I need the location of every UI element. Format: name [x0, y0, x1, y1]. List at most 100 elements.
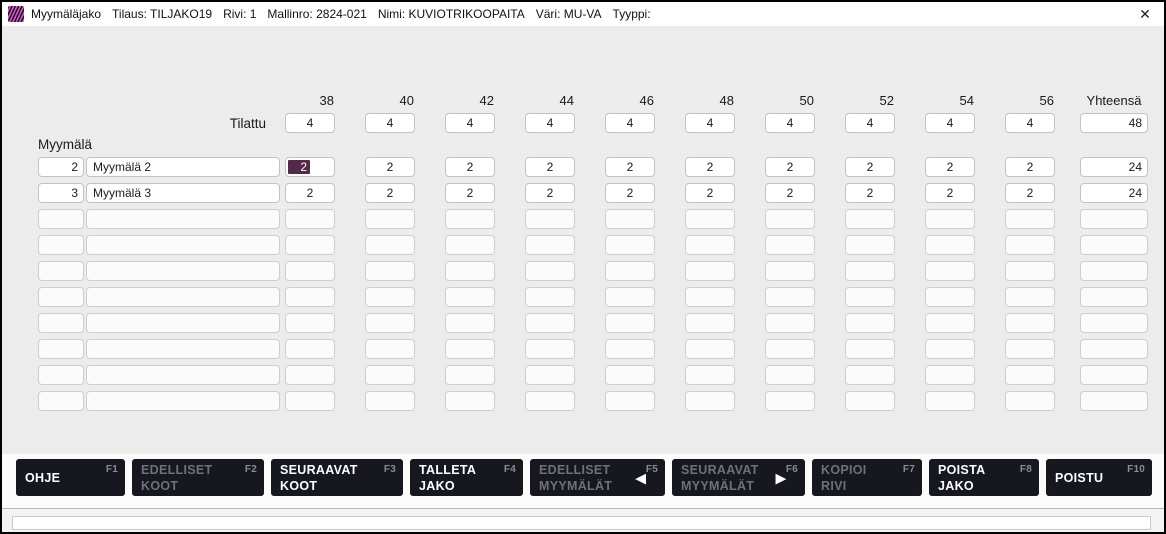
fkey-label: F8 — [1019, 464, 1032, 475]
qty-cell[interactable]: 2 — [685, 183, 735, 203]
qty-cell — [845, 209, 895, 229]
qty-cell — [845, 313, 895, 333]
close-icon[interactable]: ✕ — [1139, 5, 1151, 22]
qty-cell — [845, 339, 895, 359]
qty-cell — [925, 365, 975, 385]
table-row-empty — [38, 287, 1164, 307]
qty-cell — [285, 261, 335, 281]
qty-cell — [1005, 287, 1055, 307]
qty-cell — [925, 261, 975, 281]
size-header-54: 54 — [959, 92, 974, 108]
qty-cell — [1005, 261, 1055, 281]
ordered-qty-field-54[interactable]: 4 — [925, 113, 975, 133]
ordered-qty-field-56[interactable]: 4 — [1005, 113, 1055, 133]
ordered-qty-field-50[interactable]: 4 — [765, 113, 815, 133]
qty-cell — [925, 339, 975, 359]
qty-cell[interactable]: 2 — [925, 157, 975, 177]
qty-cell[interactable]: 2 — [845, 157, 895, 177]
ordered-qty-field-46[interactable]: 4 — [605, 113, 655, 133]
qty-cell[interactable]: 2 — [605, 157, 655, 177]
ordered-qty-field-52[interactable]: 4 — [845, 113, 895, 133]
qty-cell — [285, 365, 335, 385]
size-header-52: 52 — [879, 92, 894, 108]
qty-cell[interactable]: 2 — [1005, 157, 1055, 177]
app-logo-icon — [8, 6, 24, 22]
qty-cell — [365, 313, 415, 333]
qty-cell[interactable]: 2 — [445, 157, 495, 177]
size-header-48: 48 — [719, 92, 734, 108]
qty-cell — [845, 391, 895, 411]
qty-cell[interactable]: 2 — [445, 183, 495, 203]
qty-cell — [685, 209, 735, 229]
qty-cell[interactable]: 2 — [365, 157, 415, 177]
qty-cell — [925, 313, 975, 333]
store-number-field — [38, 209, 84, 229]
qty-cell — [1005, 313, 1055, 333]
ohje-button[interactable]: OHJE F1 — [16, 459, 125, 496]
seuraavat-koot-button[interactable]: SEURAAVAT KOOT F3 — [271, 459, 403, 496]
qty-cell — [445, 235, 495, 255]
qty-cell[interactable]: 2 — [605, 183, 655, 203]
edelliset-koot-label: EDELLISET KOOT — [141, 462, 213, 493]
ordered-total-field[interactable]: 48 — [1080, 113, 1148, 133]
qty-cell[interactable]: 2 — [285, 157, 335, 177]
qty-cell[interactable]: 2 — [525, 157, 575, 177]
row-total-field[interactable]: 24 — [1080, 183, 1148, 203]
qty-cell[interactable]: 2 — [525, 183, 575, 203]
store-name-field — [86, 313, 280, 333]
qty-cell[interactable]: 2 — [765, 157, 815, 177]
edelliset-myymalat-label: EDELLISET MYYMÄLÄT — [539, 462, 613, 493]
size-header-56: 56 — [1039, 92, 1054, 108]
qty-cell[interactable]: 2 — [1005, 183, 1055, 203]
ordered-qty-field-40[interactable]: 4 — [365, 113, 415, 133]
row-total-field — [1080, 391, 1148, 411]
fkey-label: F5 — [645, 464, 658, 475]
poista-jako-button[interactable]: POISTA JAKO F8 — [929, 459, 1039, 496]
store-name-field[interactable]: Myymälä 2 — [86, 157, 280, 177]
qty-cell — [1005, 391, 1055, 411]
qty-cell — [605, 287, 655, 307]
table-row-empty — [38, 313, 1164, 333]
size-header-38: 38 — [319, 92, 334, 108]
title-bar: Myymäläjako Tilaus: TILJAKO19 Rivi: 1 Malli… — [2, 2, 1164, 26]
qty-cell — [685, 313, 735, 333]
qty-cell[interactable]: 2 — [845, 183, 895, 203]
qty-cell — [285, 287, 335, 307]
size-header-46: 46 — [639, 92, 654, 108]
qty-cell[interactable]: 2 — [685, 157, 735, 177]
store-number-field — [38, 287, 84, 307]
qty-cell[interactable]: 2 — [365, 183, 415, 203]
qty-cell — [525, 261, 575, 281]
qty-cell[interactable]: 2 — [285, 183, 335, 203]
row-total-field — [1080, 365, 1148, 385]
qty-cell[interactable]: 2 — [925, 183, 975, 203]
row-total-field[interactable]: 24 — [1080, 157, 1148, 177]
store-number-field[interactable]: 3 — [38, 183, 84, 203]
ordered-qty-field-42[interactable]: 4 — [445, 113, 495, 133]
title-segment-6: Tyyppi: — [612, 7, 651, 21]
qty-cell[interactable]: 2 — [765, 183, 815, 203]
store-name-field[interactable]: Myymälä 3 — [86, 183, 280, 203]
poistu-button[interactable]: POISTU F10 — [1046, 459, 1152, 496]
talleta-jako-button[interactable]: TALLETA JAKO F4 — [410, 459, 523, 496]
qty-cell — [525, 235, 575, 255]
kopioi-rivi-button: KOPIOI RIVI F7 — [812, 459, 922, 496]
status-bar — [12, 516, 1151, 530]
ordered-qty-field-48[interactable]: 4 — [685, 113, 735, 133]
table-row: 2 Myymälä 2 2 2 2 2 2 2 2 2 2 2 24 — [38, 157, 1164, 177]
qty-cell — [845, 365, 895, 385]
table-row: 3 Myymälä 3 2 2 2 2 2 2 2 2 2 2 24 — [38, 183, 1164, 203]
size-header-row: 38 40 42 44 46 48 50 52 54 56 Yhteensä — [38, 92, 1164, 108]
qty-cell — [365, 287, 415, 307]
qty-cell — [525, 313, 575, 333]
qty-cell — [765, 365, 815, 385]
row-total-field — [1080, 339, 1148, 359]
seuraavat-myymalat-button: SEURAAVAT MYYMÄLÄT F6 ▶ — [672, 459, 805, 496]
ordered-qty-field-44[interactable]: 4 — [525, 113, 575, 133]
qty-cell — [925, 287, 975, 307]
ordered-qty-field-38[interactable]: 4 — [285, 113, 335, 133]
size-header-42: 42 — [479, 92, 494, 108]
qty-cell — [445, 261, 495, 281]
qty-cell — [525, 391, 575, 411]
store-number-field[interactable]: 2 — [38, 157, 84, 177]
